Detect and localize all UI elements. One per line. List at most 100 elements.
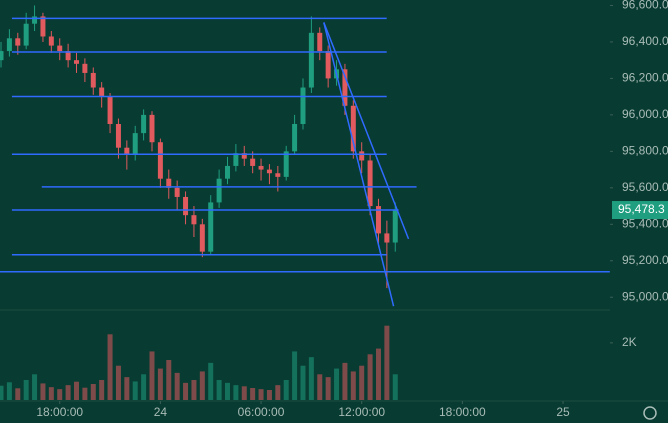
last-price-box bbox=[612, 201, 668, 220]
volume-bar bbox=[199, 371, 205, 400]
volume-bar bbox=[266, 390, 272, 400]
volume-bar bbox=[15, 388, 21, 400]
candle-body bbox=[342, 69, 348, 106]
volume-bar bbox=[174, 372, 180, 400]
volume-bar bbox=[107, 334, 113, 400]
candle-body bbox=[275, 173, 281, 177]
y-tick-label: 96,200.0 bbox=[622, 71, 668, 85]
candle-body bbox=[166, 178, 172, 188]
y-tick-label: 95,600.0 bbox=[622, 180, 668, 194]
volume-bar bbox=[32, 374, 38, 400]
candle-body bbox=[82, 63, 88, 73]
candle-body bbox=[292, 124, 298, 152]
candle-body bbox=[132, 133, 138, 155]
candle-body bbox=[115, 124, 121, 148]
candle-body bbox=[266, 169, 272, 174]
volume-bar bbox=[392, 374, 398, 400]
x-tick-label: 12:00:00 bbox=[338, 405, 385, 419]
volume-bar bbox=[334, 368, 340, 400]
candle-body bbox=[141, 114, 147, 134]
candle-body bbox=[300, 87, 306, 124]
volume-bar bbox=[65, 385, 71, 400]
candle-body bbox=[23, 23, 29, 46]
candle-body bbox=[233, 153, 239, 166]
candle-body bbox=[241, 153, 247, 159]
candle-body bbox=[6, 38, 12, 52]
volume-bar bbox=[183, 382, 189, 400]
y-tick-label: 95,000.0 bbox=[622, 289, 668, 303]
settings-icon[interactable] bbox=[643, 406, 657, 420]
candle-body bbox=[90, 72, 96, 88]
volume-bar bbox=[308, 357, 314, 400]
candle-body bbox=[375, 206, 381, 234]
candle-body bbox=[157, 142, 163, 179]
candle-body bbox=[32, 16, 38, 24]
candle-body bbox=[359, 151, 365, 161]
volume-bar bbox=[384, 325, 390, 400]
volume-bar bbox=[149, 351, 155, 400]
candle-body bbox=[350, 105, 356, 152]
volume-bar bbox=[224, 382, 230, 400]
volume-bar bbox=[90, 384, 96, 400]
candle-body bbox=[199, 224, 205, 252]
candle-body bbox=[317, 32, 323, 52]
volume-bar bbox=[300, 365, 306, 400]
volume-bar bbox=[82, 387, 88, 400]
volume-bar bbox=[0, 385, 4, 400]
candle-body bbox=[65, 51, 71, 61]
candle-body bbox=[174, 187, 180, 197]
candle-body bbox=[216, 178, 222, 203]
candle-body bbox=[0, 51, 4, 61]
volume-bar bbox=[99, 380, 105, 400]
volume-bar bbox=[40, 383, 46, 400]
candle-body bbox=[208, 202, 214, 252]
volume-bar bbox=[250, 388, 256, 400]
candle-body bbox=[15, 38, 21, 46]
volume-bar bbox=[115, 365, 121, 400]
volume-bar bbox=[292, 351, 298, 400]
candle-body bbox=[57, 45, 63, 52]
candle-body bbox=[74, 60, 80, 64]
x-tick-label: 24 bbox=[154, 405, 168, 419]
y-tick-label: 95,800.0 bbox=[622, 144, 668, 158]
volume-bar bbox=[359, 365, 365, 400]
volume-bar bbox=[216, 380, 222, 400]
y-tick-label: 96,400.0 bbox=[622, 34, 668, 48]
candle-body bbox=[48, 36, 54, 46]
volume-bar bbox=[275, 385, 281, 400]
volume-bar bbox=[191, 380, 197, 400]
volume-bar bbox=[350, 371, 356, 400]
volume-bar bbox=[6, 382, 12, 400]
last-price-label: 95,478.3 bbox=[618, 202, 665, 216]
y-tick-label: 96,600.0 bbox=[622, 0, 668, 12]
volume-bar bbox=[241, 386, 247, 400]
candle-body bbox=[283, 151, 289, 177]
volume-bar bbox=[166, 360, 172, 400]
trend-line bbox=[323, 22, 410, 240]
volume-bar bbox=[48, 387, 54, 400]
volume-bar bbox=[57, 389, 63, 400]
candle-body bbox=[250, 158, 256, 166]
candle-body bbox=[224, 165, 230, 179]
volume-bar bbox=[157, 368, 163, 400]
x-tick-label: 18:00:00 bbox=[439, 405, 486, 419]
volume-bar bbox=[325, 377, 331, 400]
volume-bar bbox=[208, 362, 214, 400]
candle-body bbox=[308, 32, 314, 88]
volume-bar bbox=[317, 374, 323, 400]
y2-tick-label: 2K bbox=[622, 335, 637, 349]
volume-bar bbox=[342, 362, 348, 400]
candle-body bbox=[124, 147, 130, 155]
volume-bar bbox=[375, 348, 381, 400]
candle-body bbox=[191, 215, 197, 225]
volume-bar bbox=[74, 381, 80, 400]
volume-bar bbox=[367, 354, 373, 400]
y-tick-label: 95,200.0 bbox=[622, 253, 668, 267]
volume-bar bbox=[132, 381, 138, 400]
x-tick-label: 18:00:00 bbox=[36, 405, 83, 419]
volume-bar bbox=[283, 380, 289, 400]
volume-bar bbox=[233, 385, 239, 400]
candle-body bbox=[99, 87, 105, 97]
candle-body bbox=[40, 16, 46, 37]
